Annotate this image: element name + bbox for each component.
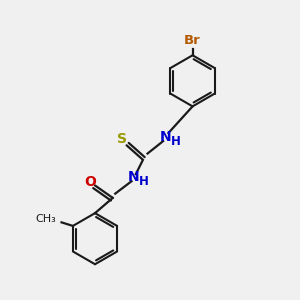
- Text: N: N: [128, 169, 140, 184]
- Text: N: N: [160, 130, 172, 143]
- Text: O: O: [84, 175, 96, 189]
- Text: H: H: [139, 175, 149, 188]
- Text: Br: Br: [184, 34, 201, 47]
- Text: S: S: [117, 132, 127, 146]
- Text: H: H: [171, 135, 181, 148]
- Text: CH₃: CH₃: [35, 214, 56, 224]
